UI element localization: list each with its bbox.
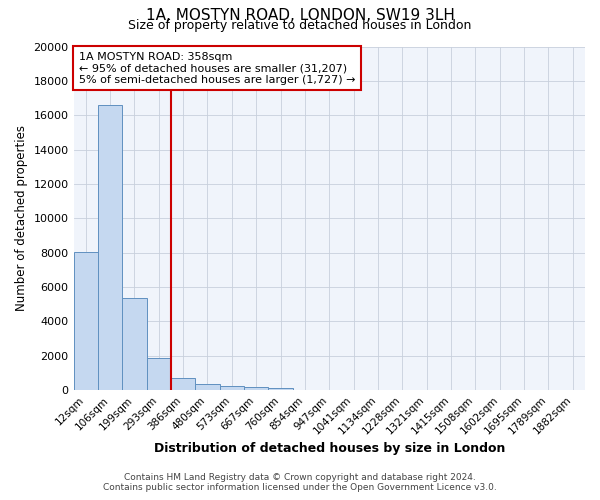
Bar [146, 358, 171, 390]
Text: 1A MOSTYN ROAD: 358sqm
← 95% of detached houses are smaller (31,207)
5% of semi-: 1A MOSTYN ROAD: 358sqm ← 95% of detached… [79, 52, 355, 85]
Bar [122, 298, 146, 390]
X-axis label: Distribution of detached houses by size in London: Distribution of detached houses by size … [154, 442, 505, 455]
Bar [171, 378, 196, 390]
Text: 1A, MOSTYN ROAD, LONDON, SW19 3LH: 1A, MOSTYN ROAD, LONDON, SW19 3LH [146, 8, 454, 22]
Bar [268, 388, 293, 390]
Bar [196, 384, 220, 390]
Text: Contains HM Land Registry data © Crown copyright and database right 2024.
Contai: Contains HM Land Registry data © Crown c… [103, 473, 497, 492]
Bar [74, 252, 98, 390]
Bar [98, 105, 122, 390]
Bar [220, 386, 244, 390]
Y-axis label: Number of detached properties: Number of detached properties [15, 126, 28, 312]
Text: Size of property relative to detached houses in London: Size of property relative to detached ho… [128, 19, 472, 32]
Bar [244, 387, 268, 390]
